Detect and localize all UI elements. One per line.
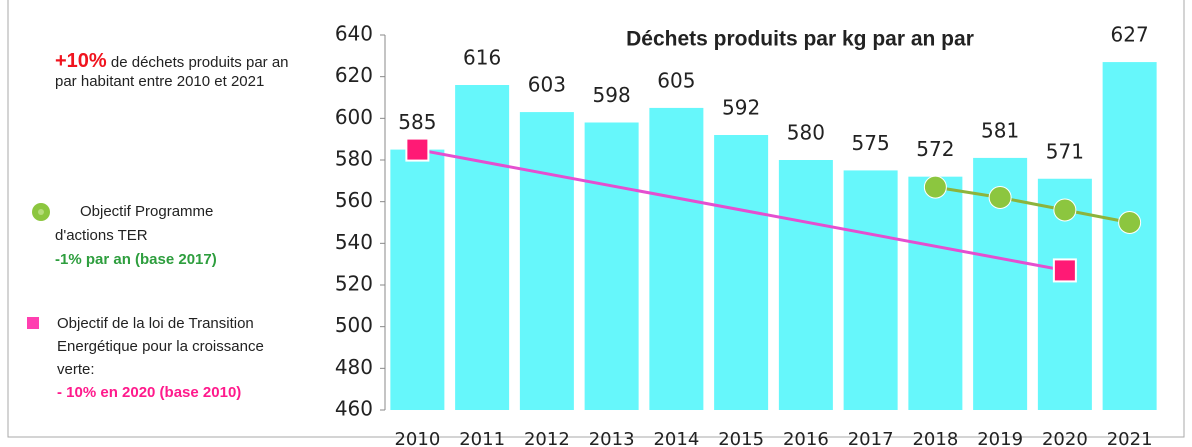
frame — [7, 0, 1185, 438]
annotation: +10% de déchets produits par an par habi… — [55, 50, 305, 91]
legend-label: Objectif Programme d'actions TER — [55, 203, 214, 244]
legend-label: Objectif de la loi de Transition Energét… — [57, 315, 264, 378]
bar — [908, 176, 963, 410]
y-tick-label: 500 — [335, 313, 373, 337]
value-label: 585 — [398, 110, 436, 134]
value-label: 581 — [981, 118, 1019, 142]
bar — [390, 149, 445, 411]
y-tick-label: 480 — [335, 355, 373, 379]
x-tick-label: 2010 — [394, 429, 440, 447]
x-tick-label: 2012 — [524, 429, 570, 447]
bar — [584, 122, 639, 410]
y-tick-label: 640 — [335, 22, 373, 46]
x-tick-label: 2011 — [459, 429, 505, 447]
x-tick-label: 2014 — [653, 429, 699, 447]
value-label: 571 — [1046, 139, 1084, 163]
legend-marker — [27, 317, 39, 329]
value-label: 572 — [916, 137, 954, 161]
target-marker — [1053, 198, 1077, 222]
y-tick-label: 460 — [335, 397, 373, 421]
y-tick-label: 560 — [335, 188, 373, 212]
value-label: 616 — [463, 46, 501, 70]
target-marker — [923, 175, 947, 199]
value-label: 598 — [593, 83, 631, 107]
x-tick-label: 2018 — [912, 429, 958, 447]
x-tick-label: 2021 — [1107, 429, 1153, 447]
bar — [649, 107, 704, 411]
value-label: 605 — [657, 68, 695, 92]
target-marker — [1052, 258, 1077, 283]
y-tick-label: 580 — [335, 147, 373, 171]
annotation-highlight: +10% — [55, 50, 107, 72]
bar — [843, 170, 898, 410]
legend-entry: Objectif de la loi de Transition Energét… — [57, 312, 302, 404]
y-tick-label: 520 — [335, 272, 373, 296]
bar — [1102, 62, 1157, 410]
legend-entry: Objectif Programme d'actions TER -1% par … — [55, 200, 275, 272]
legend-note: - 10% en 2020 (base 2010) — [57, 384, 242, 401]
bar — [519, 112, 574, 410]
legend-marker-center — [38, 209, 44, 215]
target-line — [935, 185, 1130, 224]
chart-title: Déchets produits par kg par an par — [626, 28, 974, 51]
bar — [455, 85, 510, 410]
target-line — [417, 148, 1066, 272]
value-label: 627 — [1111, 23, 1149, 47]
target-marker — [1118, 211, 1142, 234]
y-tick-label: 600 — [335, 105, 373, 129]
target-marker — [405, 137, 430, 162]
value-label: 603 — [528, 73, 566, 97]
x-tick-label: 2016 — [783, 429, 829, 447]
x-tick-label: 2019 — [977, 429, 1023, 447]
value-label: 580 — [787, 121, 825, 145]
value-label: 592 — [722, 96, 760, 120]
y-tick-label: 620 — [335, 63, 373, 87]
y-tick-label: 540 — [335, 230, 373, 254]
x-tick-label: 2015 — [718, 429, 764, 447]
x-tick-label: 2017 — [848, 429, 894, 447]
x-tick-label: 2020 — [1042, 429, 1088, 447]
bar — [714, 135, 769, 410]
bar — [778, 160, 833, 410]
annotation-text: de déchets produits par an par habitant … — [55, 54, 289, 90]
x-tick-label: 2013 — [589, 429, 635, 447]
value-label: 575 — [852, 131, 890, 155]
target-marker — [988, 186, 1012, 209]
legend-note: -1% par an (base 2017) — [55, 251, 217, 268]
